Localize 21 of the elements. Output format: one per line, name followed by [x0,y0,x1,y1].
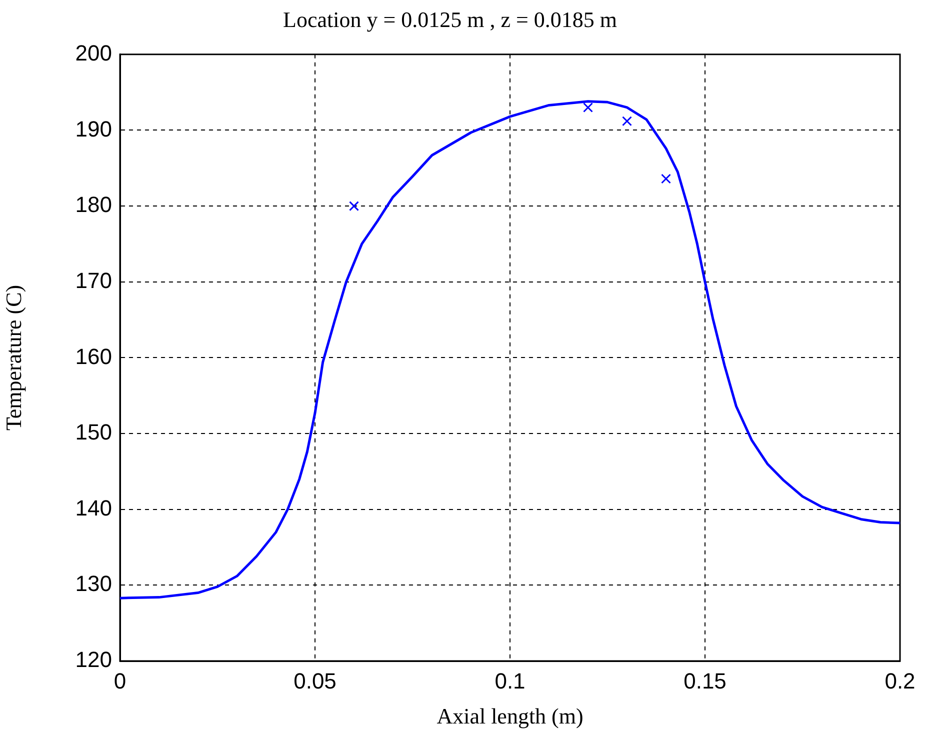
x-tick-label: 0.1 [494,668,526,694]
x-tick-label: 0.05 [294,668,336,694]
y-tick-label: 190 [75,116,112,142]
y-tick-label: 170 [75,268,112,293]
y-tick-label: 120 [75,647,112,672]
y-axis-title: Temperature (C) [0,284,26,431]
point [661,174,671,184]
x-tick-label: 0.15 [684,668,726,694]
point [622,116,632,126]
x-tick-label: 0.2 [884,668,916,694]
y-tick-label: 200 [75,40,112,66]
point [349,201,359,212]
x-axis-title: Axial length (m) [436,704,584,729]
y-tick-label: 140 [75,495,112,520]
y-tick-label: 150 [75,420,112,445]
y-tick-label: 130 [75,571,112,596]
y-tick-label: 160 [75,344,112,369]
chart-title: Location y = 0.0125 m , z = 0.0185 m [283,6,617,32]
y-tick-label: 180 [75,192,112,218]
x-tick-label: 0 [114,668,126,694]
point [583,102,593,112]
